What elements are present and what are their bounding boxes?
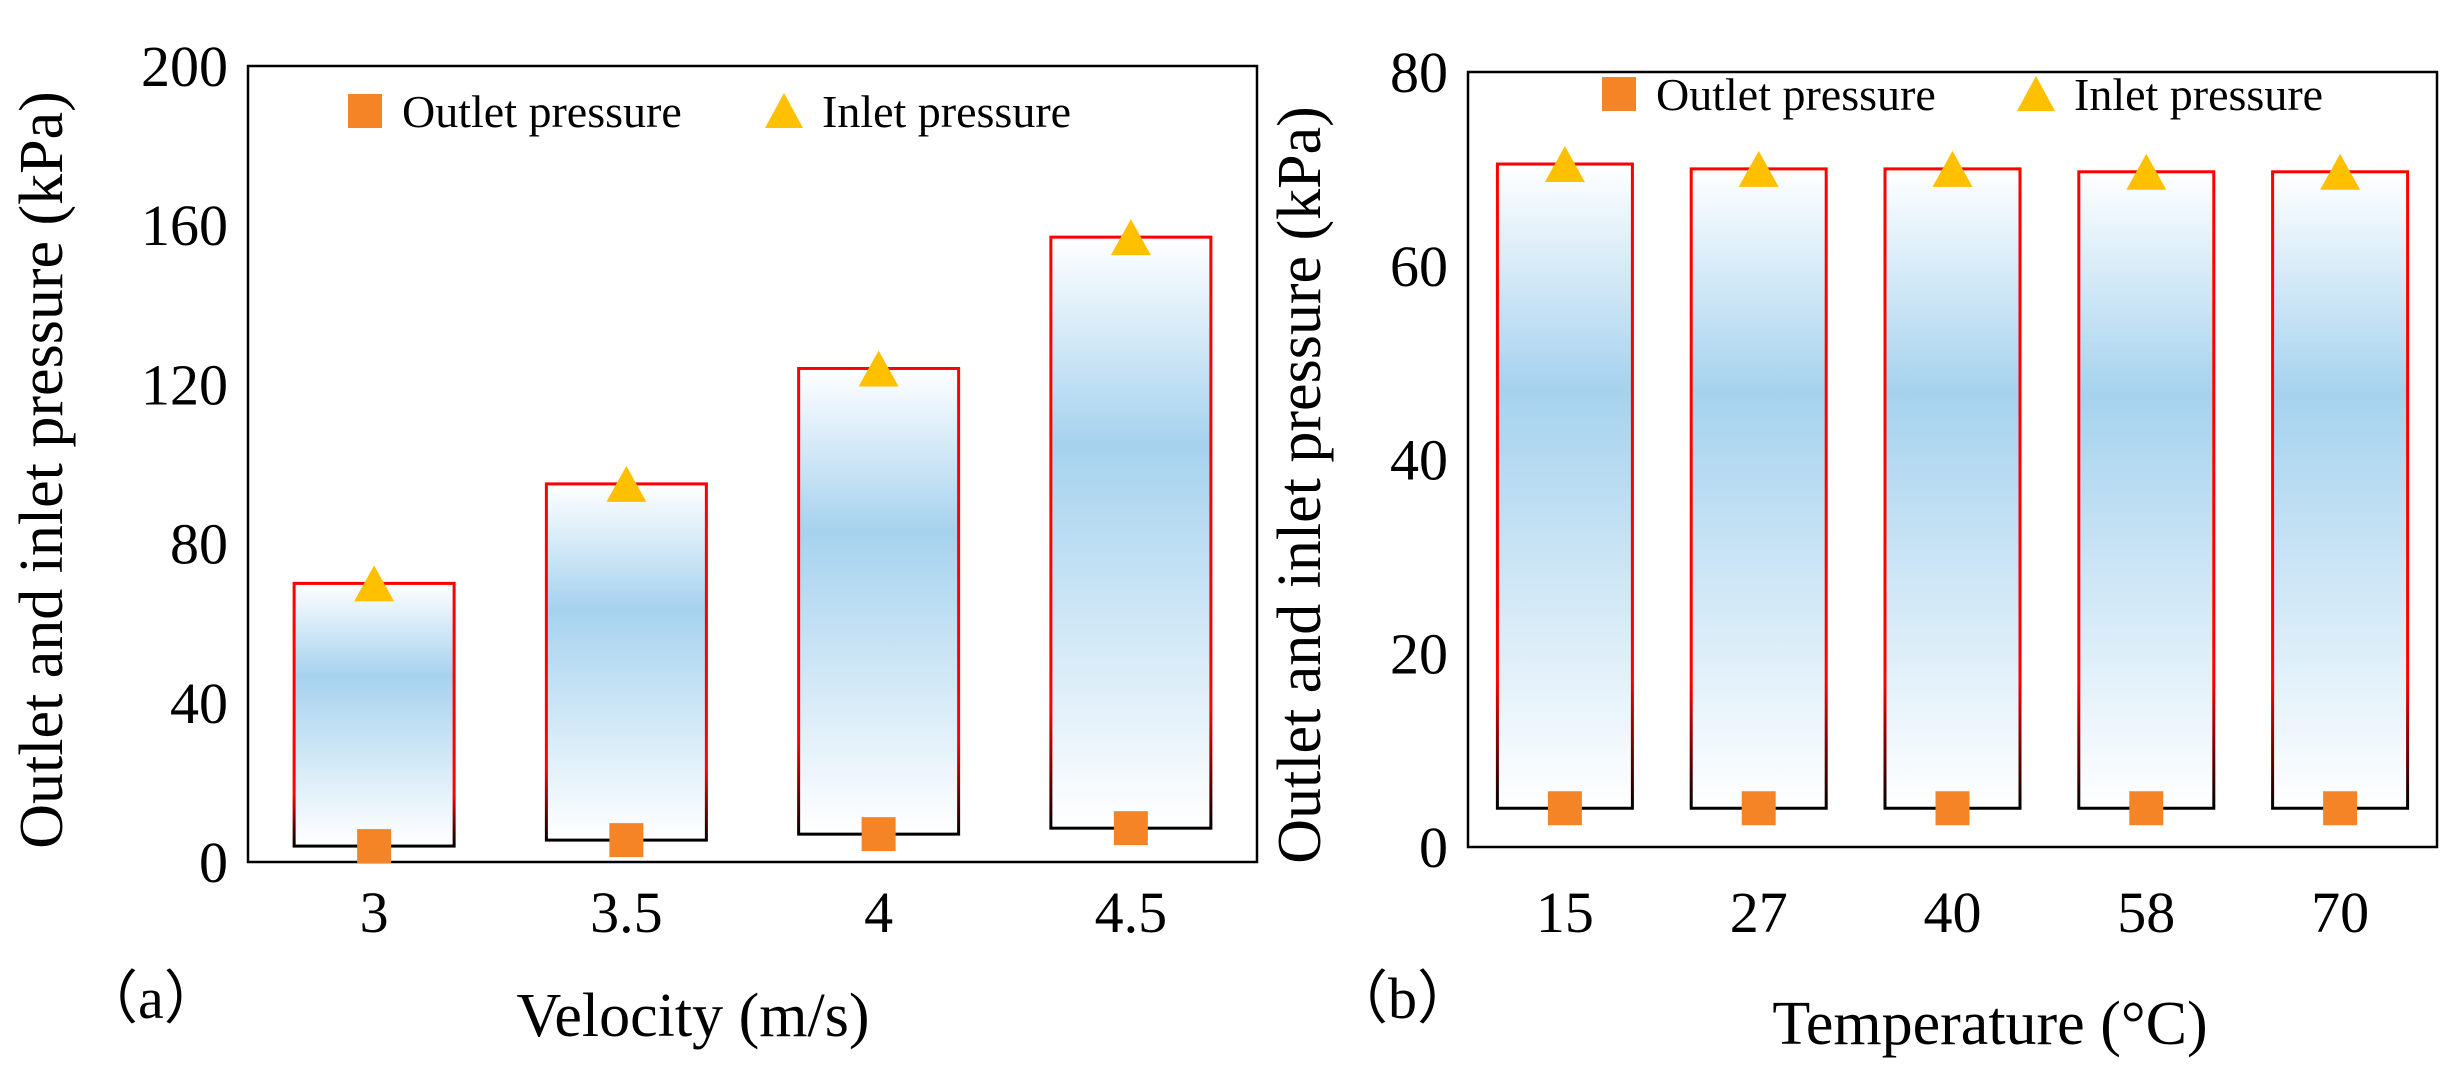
x-ticks-b: 15 27 40 58 70 [1536,880,2369,945]
x-axis-title-b: Temperature (°C) [1772,990,2207,1058]
y-ticks-a: 0 40 80 120 160 200 [141,34,228,895]
outlet-pressure-point [1741,791,1776,826]
inlet-pressure-point [606,465,647,502]
inlet-pressure-point [1544,146,1585,183]
legend-outlet-marker-b [1602,77,1636,111]
chart-panel-b: 0 20 40 60 80 15 27 40 58 70 Outlet and inlet pr… [1266,40,2439,1058]
panel-label-b: （b） [1330,966,1475,1031]
plot-frame-a [246,64,1259,864]
panel-label-a: （a） [80,966,222,1031]
x-tick-label: 27 [1730,880,1788,945]
inlet-pressure-point [2126,153,2167,190]
x-tick-label: 58 [2117,880,2175,945]
legend-b: Outlet pressure Inlet pressure [1602,69,2323,120]
x-tick-label: 15 [1536,880,1594,945]
inlet-pressure-point [858,350,899,387]
legend-outlet-marker-a [348,94,382,128]
x-tick-label: 4 [864,880,893,945]
legend-outlet-label-b: Outlet pressure [1656,69,1936,120]
inlet-pressure-point [354,565,395,602]
bars-a [292,235,1213,848]
outlet-pressure-point [2323,791,2358,826]
legend-inlet-marker-b [2017,76,2055,111]
x-tick-label: 3 [360,880,389,945]
outlet-pressure-point [861,817,896,852]
outlet-pressure-point [1113,811,1148,846]
range-bar [2077,170,2216,810]
range-bar [1495,162,1634,810]
x-tick-label: 4.5 [1095,880,1168,945]
inlet-pressure-point [1110,219,1151,256]
y-tick-label: 0 [1419,815,1448,880]
outlet-pressure-point [357,829,392,864]
chart-panel-a: 0 40 80 120 160 200 3 3.5 4 4.5 Outlet and inlet… [8,34,1259,1050]
range-bar [1689,167,1828,810]
x-tick-label: 40 [1924,880,1982,945]
markers-a [354,219,1151,864]
x-axis-title-a: Velocity (m/s) [517,982,870,1050]
x-tick-label: 3.5 [590,880,663,945]
legend-outlet-label-a: Outlet pressure [402,86,682,137]
range-bar [1883,167,2022,810]
y-axis-title-b: Outlet and inlet pressure (kPa) [1266,106,1334,864]
legend-inlet-label-b: Inlet pressure [2074,69,2323,120]
range-bar [2271,170,2410,810]
legend-inlet-marker-a [765,93,803,128]
y-tick-label: 60 [1390,234,1448,299]
y-tick-label: 40 [1390,428,1448,493]
inlet-pressure-point [2320,153,2361,190]
y-tick-label: 160 [141,193,228,258]
legend-inlet-label-a: Inlet pressure [822,86,1071,137]
markers-b [1544,146,2361,826]
y-tick-label: 120 [141,352,228,417]
y-tick-label: 80 [170,512,228,577]
y-tick-label: 20 [1390,621,1448,686]
inlet-pressure-point [1738,150,1779,187]
x-tick-label: 70 [2311,880,2369,945]
range-bar [292,581,456,848]
inlet-pressure-point [1932,150,1973,187]
y-ticks-b: 0 20 40 60 80 [1390,40,1448,880]
range-bar [544,482,708,842]
bars-b [1495,162,2410,810]
outlet-pressure-point [2129,791,2164,826]
outlet-pressure-point [1935,791,1970,826]
y-tick-label: 40 [170,671,228,736]
y-tick-label: 200 [141,34,228,99]
range-bar [1049,235,1213,830]
y-axis-title-a: Outlet and inlet pressure (kPa) [8,91,76,849]
outlet-pressure-point [1547,791,1582,826]
range-bar [797,366,961,836]
y-tick-label: 0 [199,830,228,895]
legend-a: Outlet pressure Inlet pressure [348,86,1071,137]
plot-frame-b [1466,70,2439,849]
outlet-pressure-point [609,823,644,858]
x-ticks-a: 3 3.5 4 4.5 [360,880,1168,945]
y-tick-label: 80 [1390,40,1448,105]
